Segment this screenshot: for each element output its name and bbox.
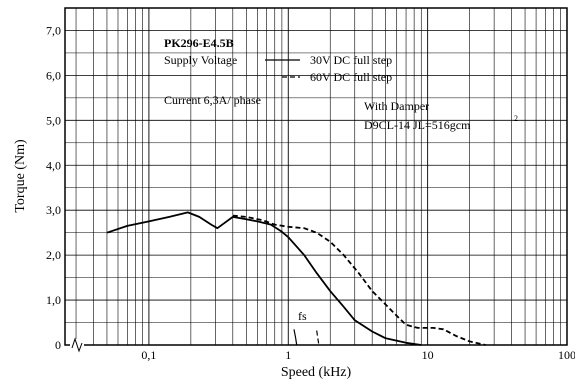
supply-voltage-label: Supply Voltage bbox=[164, 53, 237, 67]
y-tick-label: 1,0 bbox=[46, 293, 61, 307]
axis-break-zigzag bbox=[71, 337, 83, 353]
model-label: PK296-E4.5B bbox=[164, 36, 234, 50]
damper-label: With Damper bbox=[364, 99, 429, 113]
plot-frame bbox=[64, 7, 568, 346]
series-30v-line bbox=[106, 211, 422, 346]
legend: 30V DC full step 60V DC full step bbox=[265, 53, 392, 84]
y-tick-label: 2,0 bbox=[46, 248, 61, 262]
x-tick-label: 10 bbox=[422, 348, 434, 362]
grid bbox=[65, 8, 567, 345]
fs-marker-60v bbox=[316, 330, 320, 346]
y-tick-label: 5,0 bbox=[46, 113, 61, 127]
legend-label-30v: 30V DC full step bbox=[310, 53, 392, 67]
x-tick-label: 1 bbox=[285, 348, 291, 362]
x-tick-label: 100 bbox=[558, 348, 575, 362]
fs-marker-30v bbox=[293, 329, 298, 346]
y-axis-title: Torque (Nm) bbox=[13, 139, 28, 213]
tick-labels: 0,1 1 10 100 0 1,0 2,0 3,0 4,0 5,0 6,0 7,0 bbox=[46, 23, 575, 362]
series-layer bbox=[106, 211, 486, 346]
x-axis-break-mark bbox=[70, 337, 84, 353]
x-axis-title: Speed (kHz) bbox=[281, 365, 352, 380]
y-tick-label: 6,0 bbox=[46, 68, 61, 82]
y-tick-label: 4,0 bbox=[46, 158, 61, 172]
legend-label-60v: 60V DC full step bbox=[310, 70, 392, 84]
x-tick-label: 0,1 bbox=[141, 348, 156, 362]
series-60v-line bbox=[232, 214, 486, 346]
y-tick-label: 3,0 bbox=[46, 203, 61, 217]
y-tick-label: 0 bbox=[55, 338, 61, 352]
current-label: Current 6,3A/ phase bbox=[164, 93, 261, 107]
damper-superscript: 2 bbox=[514, 114, 518, 123]
y-tick-label: 7,0 bbox=[46, 23, 61, 37]
damper-spec-label: D9CL-14 JL=516gcm bbox=[364, 118, 471, 132]
fs-label: fs bbox=[298, 309, 307, 323]
